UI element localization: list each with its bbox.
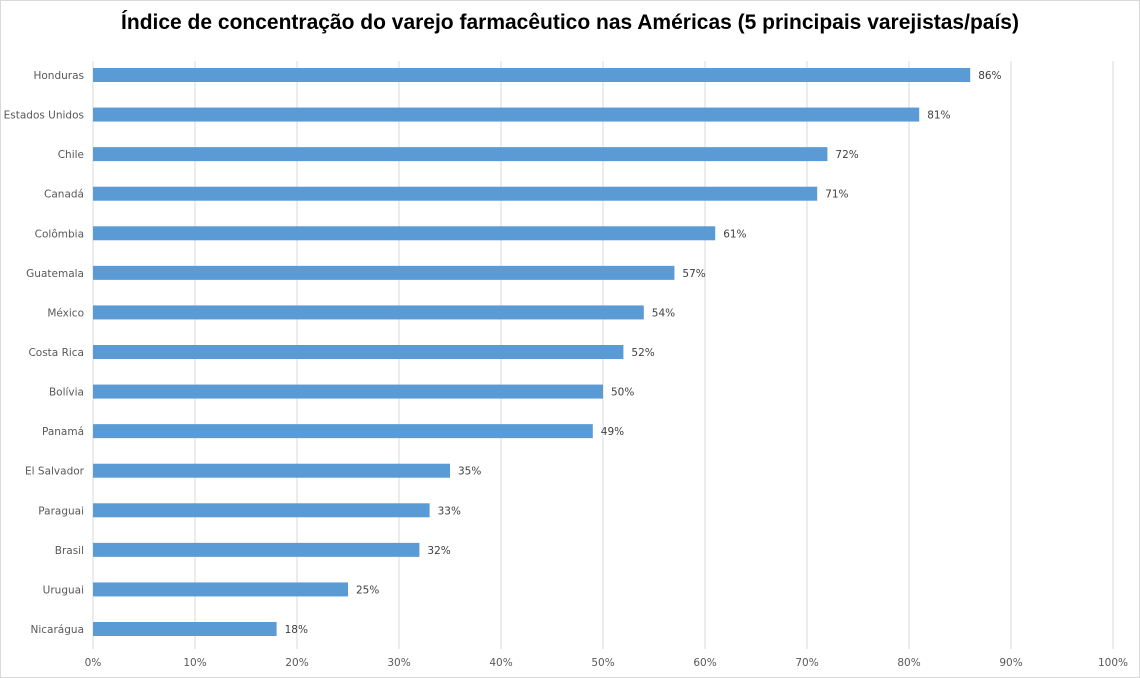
category-label: México bbox=[47, 307, 84, 319]
data-label: 57% bbox=[682, 268, 705, 280]
category-label: Bolívia bbox=[49, 387, 84, 399]
data-label: 71% bbox=[825, 189, 848, 201]
data-label: 86% bbox=[978, 70, 1001, 82]
category-label: Estados Unidos bbox=[4, 110, 84, 122]
x-tick-label: 60% bbox=[693, 657, 716, 669]
x-tick-label: 100% bbox=[1098, 657, 1128, 669]
x-tick-label: 90% bbox=[999, 657, 1022, 669]
category-label: Panamá bbox=[42, 426, 84, 438]
bar bbox=[93, 424, 593, 439]
x-tick-label: 50% bbox=[591, 657, 614, 669]
category-label: Honduras bbox=[33, 70, 84, 82]
bar bbox=[93, 582, 348, 597]
category-label: El Salvador bbox=[25, 466, 85, 478]
data-label: 72% bbox=[835, 149, 858, 161]
data-label: 25% bbox=[356, 584, 379, 596]
data-label: 32% bbox=[427, 545, 450, 557]
bar bbox=[93, 265, 675, 280]
bar bbox=[93, 622, 277, 636]
x-tick-label: 0% bbox=[85, 657, 102, 669]
bar bbox=[93, 542, 420, 557]
bar bbox=[93, 68, 971, 82]
category-label: Canadá bbox=[44, 189, 84, 201]
data-label: 33% bbox=[438, 505, 461, 517]
x-tick-label: 20% bbox=[285, 657, 308, 669]
x-tick-label: 80% bbox=[897, 657, 920, 669]
category-label: Nicarágua bbox=[31, 624, 84, 636]
data-label: 54% bbox=[652, 307, 675, 319]
data-label: 81% bbox=[927, 110, 950, 122]
category-label: Paraguai bbox=[38, 505, 84, 517]
category-label: Colômbia bbox=[35, 228, 84, 240]
bar bbox=[93, 147, 828, 162]
bar bbox=[93, 345, 624, 359]
bar bbox=[93, 463, 450, 478]
category-label: Chile bbox=[58, 149, 84, 161]
chart-title: Índice de concentração do varejo farmacê… bbox=[121, 11, 1019, 34]
data-label: 18% bbox=[285, 624, 308, 636]
x-tick-label: 40% bbox=[489, 657, 512, 669]
x-tick-label: 70% bbox=[795, 657, 818, 669]
bar bbox=[93, 107, 920, 122]
data-label: 49% bbox=[601, 426, 624, 438]
data-label: 50% bbox=[611, 387, 634, 399]
data-label: 61% bbox=[723, 228, 746, 240]
x-tick-label: 30% bbox=[387, 657, 410, 669]
category-label: Uruguai bbox=[43, 584, 84, 596]
category-label: Costa Rica bbox=[28, 347, 84, 359]
bar bbox=[93, 186, 818, 201]
bar bbox=[93, 384, 603, 399]
category-label: Brasil bbox=[55, 545, 84, 557]
data-label: 35% bbox=[458, 466, 481, 478]
bar bbox=[93, 503, 430, 518]
bar bbox=[93, 226, 716, 241]
x-tick-label: 10% bbox=[183, 657, 206, 669]
bar bbox=[93, 305, 644, 320]
data-label: 52% bbox=[631, 347, 654, 359]
category-label: Guatemala bbox=[26, 268, 84, 280]
